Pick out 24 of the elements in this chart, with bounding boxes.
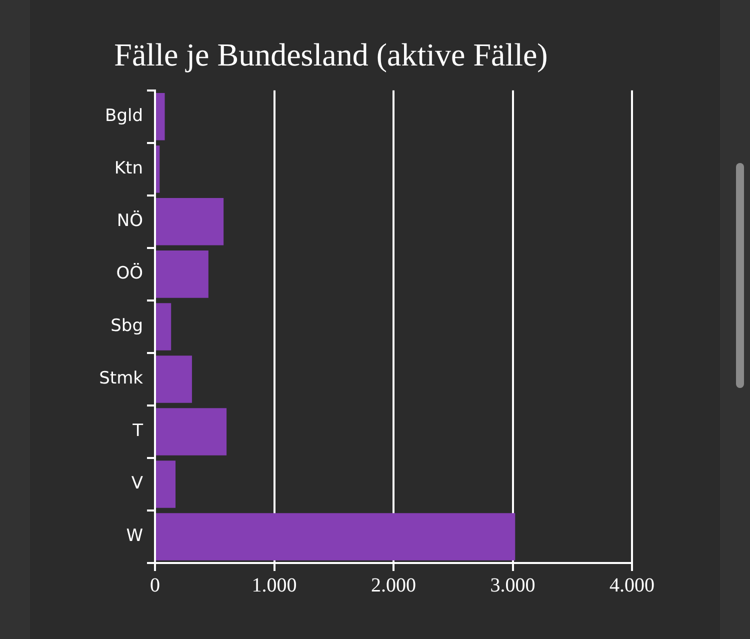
x-tick-label: 1.000 [252,574,297,596]
bar [156,513,516,560]
y-tick-label: NÖ [116,210,143,232]
y-tick-label: T [132,421,144,442]
bar [156,303,172,350]
bar [156,356,192,403]
bar [156,93,165,140]
y-tick-label: W [126,526,144,546]
bar [156,198,224,246]
y-tick-label: Stmk [99,368,144,389]
x-tick-label: 3.000 [490,574,536,596]
bar [156,146,160,193]
y-tick-label: OÖ [116,262,143,284]
x-tick-label: 4.000 [610,574,654,596]
y-tick-label: Ktn [114,158,143,179]
chart-title: Fälle je Bundesland (aktive Fälle) [114,36,548,73]
x-tick-label: 2.000 [371,574,416,596]
bar [156,408,227,456]
y-tick-label: V [131,474,144,494]
bar [156,250,208,298]
x-tick-label: 0 [150,574,160,596]
y-tick-label: Bgld [105,106,143,126]
bar [156,460,176,508]
y-tick-label: Sbg [110,316,143,336]
